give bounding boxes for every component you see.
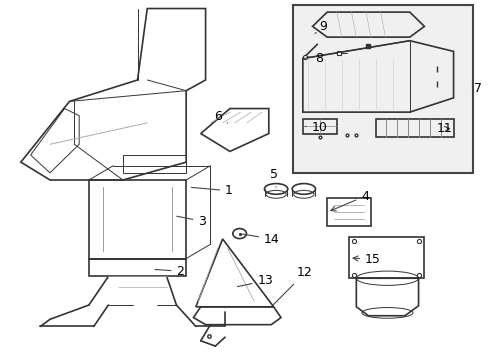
Text: 9: 9 [314, 20, 326, 33]
Text: 4: 4 [330, 190, 368, 211]
Text: 10: 10 [305, 121, 327, 134]
Text: 14: 14 [242, 233, 279, 246]
Text: 2: 2 [155, 265, 184, 278]
Text: 3: 3 [176, 215, 206, 228]
Text: 8: 8 [307, 52, 323, 65]
Bar [292, 5, 472, 173]
Text: 12: 12 [273, 266, 312, 305]
Text: 7: 7 [473, 82, 481, 95]
Text: 15: 15 [352, 253, 380, 266]
Text: 11: 11 [436, 122, 451, 135]
Text: 6: 6 [214, 110, 227, 123]
Text: 1: 1 [191, 184, 232, 197]
Text: 5: 5 [270, 168, 278, 187]
Text: 13: 13 [237, 274, 273, 287]
